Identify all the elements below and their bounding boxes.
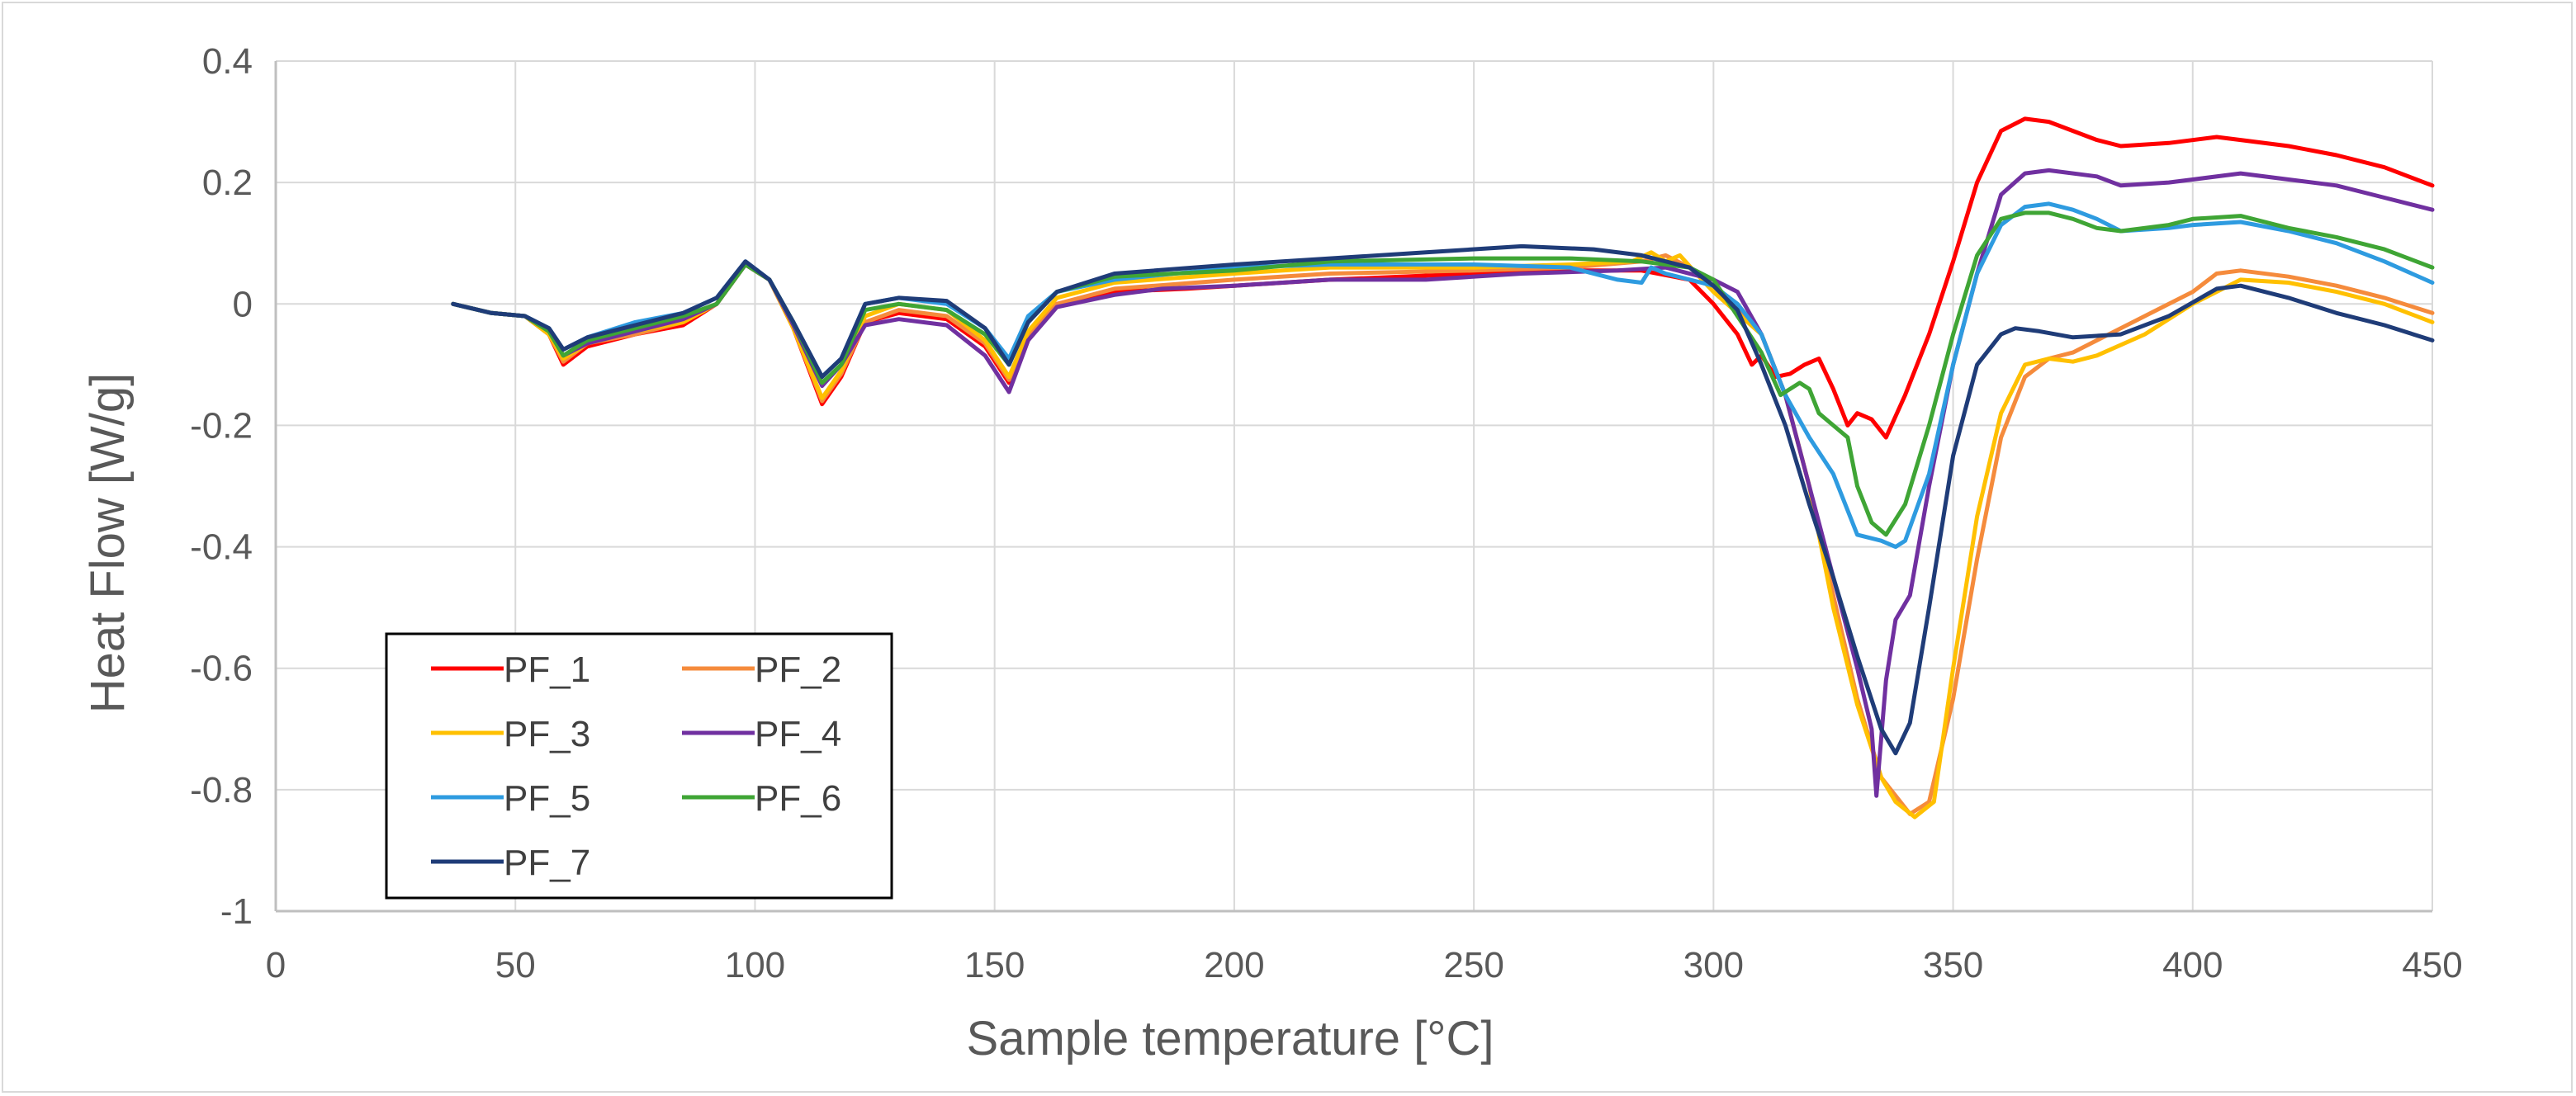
legend-label: PF_5: [504, 778, 590, 819]
y-tick-label: -0.2: [190, 405, 253, 446]
x-tick-label: 350: [1923, 945, 1983, 985]
legend: PF_1 PF_2 PF_3 PF_4 PF_5 PF_6 PF_7: [385, 632, 893, 900]
axes: [274, 61, 2432, 913]
x-tick-label: 200: [1204, 945, 1264, 985]
x-tick-label: 100: [725, 945, 785, 985]
x-tick-label: 0: [266, 945, 286, 985]
y-axis-title: Heat Flow [W/g]: [81, 373, 135, 714]
x-tick-label: 300: [1683, 945, 1744, 985]
series-line-pf-5: [451, 201, 2435, 550]
legend-box: [385, 632, 893, 900]
y-tick-label: -0.4: [190, 527, 253, 568]
legend-label: PF_2: [755, 650, 841, 690]
y-tick-label: 0.4: [202, 41, 253, 82]
y-tick-label: 0.2: [202, 163, 253, 203]
y-tick-label: -0.8: [190, 770, 253, 810]
x-tick-label: 450: [2402, 945, 2462, 985]
tick-labels: 0.4 0.2 0 -0.2 -0.4 -0.6 -0.8 -1 0 50 100 150 200 250…: [190, 41, 2463, 985]
series-lines: [451, 116, 2435, 820]
x-tick-label: 150: [964, 945, 1025, 985]
y-tick-label: 0: [233, 284, 253, 324]
series-line-pf-7: [451, 243, 2435, 756]
x-tick-label: 50: [495, 945, 536, 985]
y-tick-label: -1: [220, 891, 253, 932]
series-line-pf-6: [451, 210, 2435, 537]
legend-label: PF_7: [504, 843, 590, 883]
y-tick-label: -0.6: [190, 649, 253, 689]
legend-label: PF_4: [755, 714, 841, 754]
x-tick-label: 250: [1443, 945, 1503, 985]
legend-label: PF_6: [755, 778, 841, 819]
legend-label: PF_1: [504, 650, 590, 690]
x-tick-label: 400: [2162, 945, 2223, 985]
legend-label: PF_3: [504, 714, 590, 754]
x-axis-title: Sample temperature [°C]: [967, 1012, 1494, 1065]
